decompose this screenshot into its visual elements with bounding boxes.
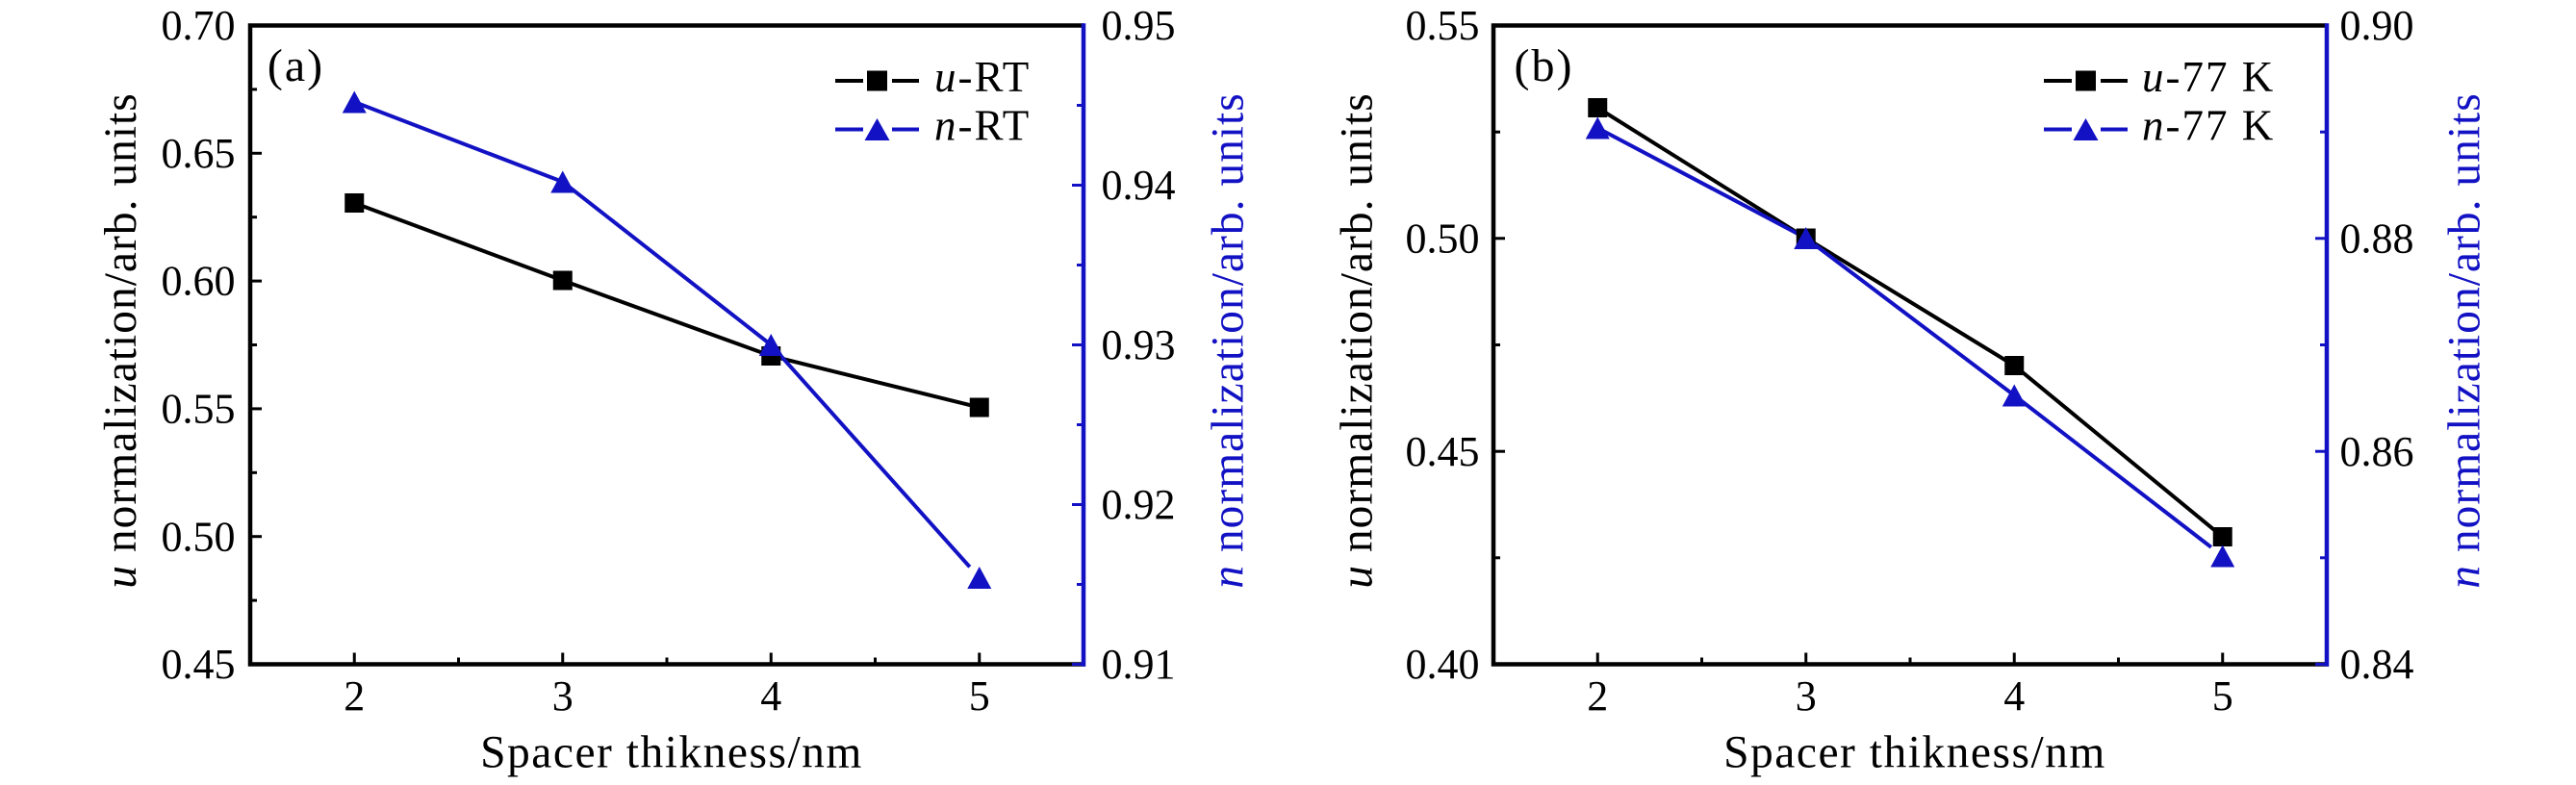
svg-text:0.55: 0.55 bbox=[162, 386, 236, 433]
svg-text:u-77 K: u-77 K bbox=[2142, 53, 2275, 101]
svg-text:Spacer thikness/nm: Spacer thikness/nm bbox=[1723, 728, 2106, 778]
svg-text:0.92: 0.92 bbox=[1102, 481, 1176, 528]
svg-text:2: 2 bbox=[344, 672, 365, 720]
svg-text:0.65: 0.65 bbox=[162, 130, 236, 177]
svg-text:n-RT: n-RT bbox=[934, 102, 1031, 150]
svg-text:0.70: 0.70 bbox=[162, 2, 236, 49]
svg-text:n normalization/arb. units: n normalization/arb. units bbox=[1204, 92, 1254, 588]
svg-text:Spacer thikness/nm: Spacer thikness/nm bbox=[480, 728, 863, 778]
svg-text:0.93: 0.93 bbox=[1102, 321, 1176, 368]
svg-text:0.91: 0.91 bbox=[1102, 641, 1176, 688]
svg-text:0.45: 0.45 bbox=[162, 641, 236, 688]
svg-text:(a): (a) bbox=[268, 40, 324, 91]
svg-text:3: 3 bbox=[552, 672, 574, 720]
svg-text:0.40: 0.40 bbox=[1406, 641, 1480, 688]
svg-text:2: 2 bbox=[1587, 672, 1608, 720]
svg-text:0.50: 0.50 bbox=[162, 513, 236, 560]
svg-text:5: 5 bbox=[969, 672, 990, 720]
svg-text:(b): (b) bbox=[1515, 40, 1574, 91]
svg-text:3: 3 bbox=[1796, 672, 1817, 720]
svg-text:u normalization/arb. units: u normalization/arb. units bbox=[96, 92, 146, 588]
svg-text:0.88: 0.88 bbox=[2340, 215, 2414, 262]
svg-text:0.50: 0.50 bbox=[1406, 215, 1480, 262]
svg-text:0.84: 0.84 bbox=[2340, 641, 2414, 688]
svg-text:4: 4 bbox=[760, 672, 781, 720]
svg-text:n-77 K: n-77 K bbox=[2142, 102, 2275, 150]
svg-text:u normalization/arb. units: u normalization/arb. units bbox=[1333, 92, 1383, 588]
svg-text:0.90: 0.90 bbox=[2340, 2, 2414, 49]
svg-text:0.86: 0.86 bbox=[2340, 428, 2414, 475]
svg-text:4: 4 bbox=[2003, 672, 2025, 720]
svg-text:5: 5 bbox=[2212, 672, 2233, 720]
svg-text:0.45: 0.45 bbox=[1406, 428, 1480, 475]
svg-text:0.55: 0.55 bbox=[1406, 2, 1480, 49]
svg-text:u-RT: u-RT bbox=[934, 53, 1031, 101]
svg-text:0.94: 0.94 bbox=[1102, 162, 1176, 209]
svg-text:0.60: 0.60 bbox=[162, 258, 236, 305]
svg-text:0.95: 0.95 bbox=[1102, 2, 1176, 49]
svg-text:n normalization/arb. units: n normalization/arb. units bbox=[2440, 92, 2490, 588]
